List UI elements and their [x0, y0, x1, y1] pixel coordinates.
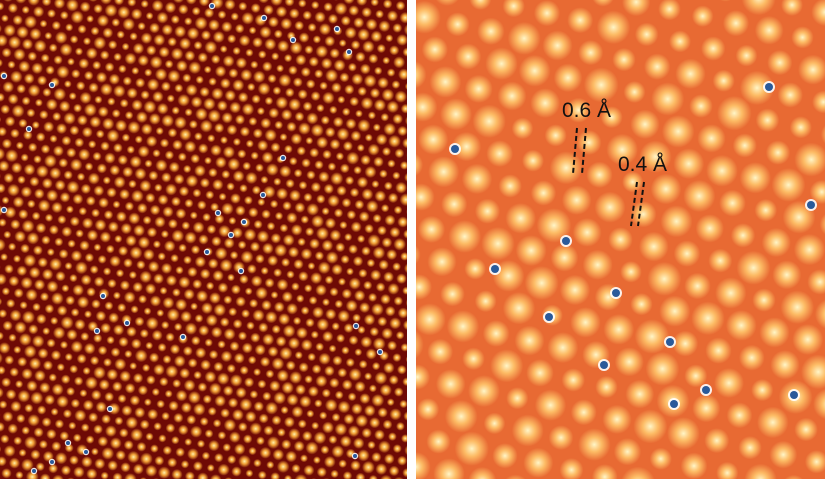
- right-lattice-image: [416, 0, 825, 479]
- left-image-panel: [0, 0, 407, 479]
- spacing-label-a: 0.6 Å: [562, 99, 612, 122]
- spacing-label-b: 0.4 Å: [618, 153, 668, 176]
- right-image-panel: 0.6 Å 0.4 Å: [416, 0, 825, 479]
- left-lattice-image: [0, 0, 407, 479]
